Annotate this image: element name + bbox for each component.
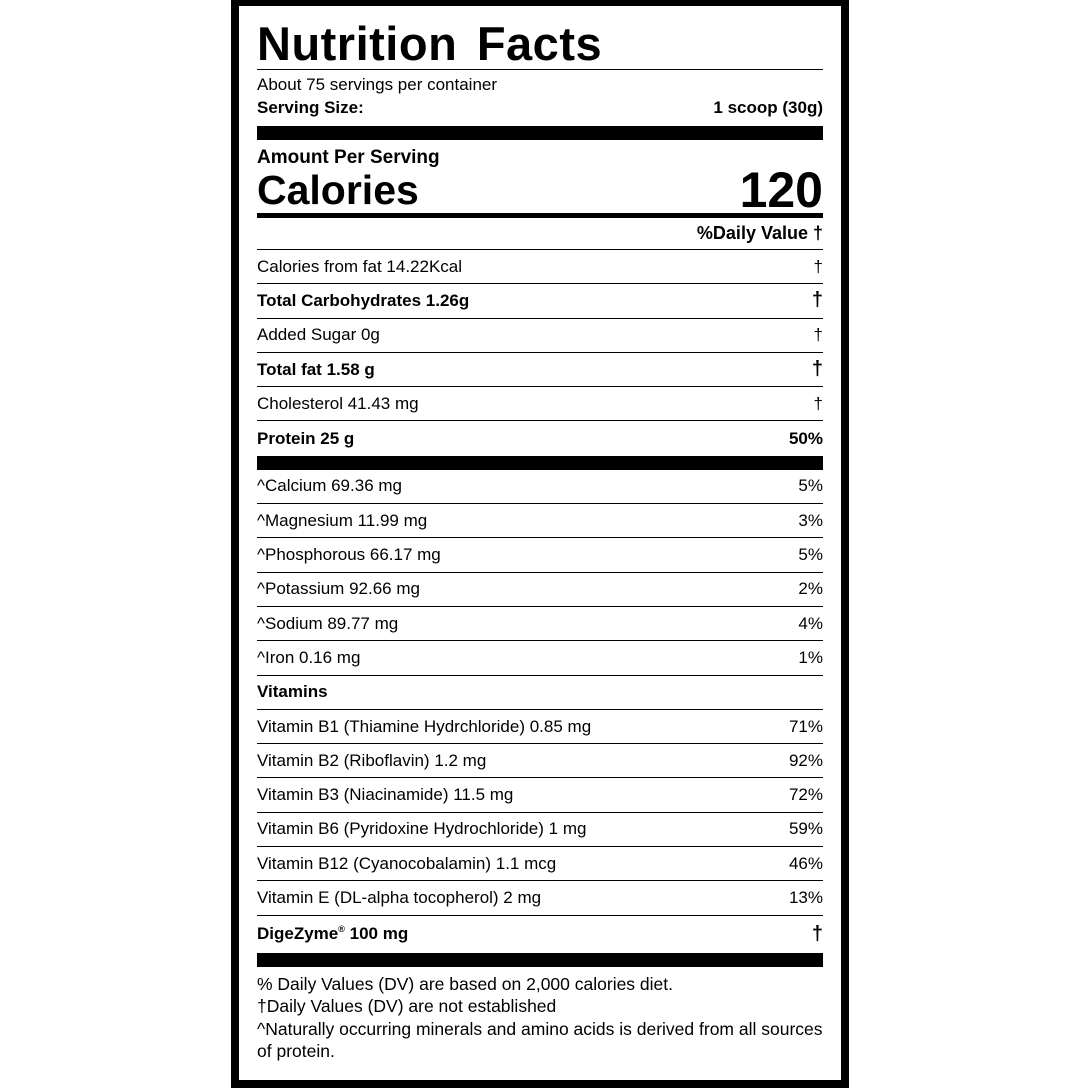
calories-label: Calories bbox=[257, 166, 419, 213]
calories-value: 120 bbox=[739, 162, 823, 218]
nutrient-row: Total Carbohydrates 1.26g † bbox=[257, 284, 823, 319]
nutrient-daily-value: 2% bbox=[798, 579, 823, 599]
thick-divider bbox=[257, 455, 823, 470]
nutrient-row: ^Calcium 69.36 mg 5% bbox=[257, 470, 823, 505]
vitamins-header-text: Vitamins bbox=[257, 682, 328, 702]
nutrient-name: Total Carbohydrates 1.26g bbox=[257, 290, 470, 310]
nutrient-daily-value: 4% bbox=[798, 613, 823, 633]
nutrient-daily-value: 1% bbox=[798, 647, 823, 667]
amount-per-serving: Amount Per Serving bbox=[257, 147, 440, 168]
nutrient-row: Added Sugar 0g † bbox=[257, 319, 823, 353]
vitamins-header: Vitamins bbox=[257, 676, 823, 710]
serving-size-label: Serving Size: bbox=[257, 98, 364, 117]
digezyme-name: DigeZyme® 100 mg bbox=[257, 924, 409, 944]
daily-value-header: %Daily Value † bbox=[257, 218, 823, 250]
nutrient-name: ^Magnesium 11.99 mg bbox=[257, 510, 428, 530]
nutrient-row: ^Magnesium 11.99 mg 3% bbox=[257, 504, 823, 539]
nutrient-daily-value: † bbox=[811, 289, 823, 312]
footnote: % Daily Values (DV) are based on 2,000 c… bbox=[257, 973, 674, 994]
nutrient-name: ^Iron 0.16 mg bbox=[257, 647, 361, 667]
nutrient-row: ^Sodium 89.77 mg 4% bbox=[257, 607, 823, 642]
thick-divider bbox=[257, 952, 823, 967]
nutrition-label: Nutrition Facts About 75 servings per co… bbox=[257, 0, 823, 1063]
medium-divider bbox=[257, 213, 823, 218]
nutrient-daily-value: † bbox=[811, 358, 823, 381]
nutrient-name: Vitamin B12 (Cyanocobalamin) 1.1 mcg bbox=[257, 853, 557, 873]
digezyme-dv: † bbox=[811, 922, 823, 945]
nutrient-daily-value: 13% bbox=[788, 887, 823, 907]
nutrient-name: Vitamin B2 (Riboflavin) 1.2 mg bbox=[257, 750, 487, 770]
daily-value-header-text: %Daily Value † bbox=[696, 223, 823, 243]
nutrient-daily-value: 92% bbox=[788, 750, 823, 770]
digezyme-row: DigeZyme® 100 mg † bbox=[257, 916, 823, 953]
nutrient-row: Cholesterol 41.43 mg † bbox=[257, 387, 823, 422]
nutrient-daily-value: 59% bbox=[788, 819, 823, 839]
nutrient-daily-value: 46% bbox=[788, 853, 823, 873]
thick-divider bbox=[257, 126, 823, 140]
nutrient-name: Vitamin E (DL-alpha tocopherol) 2 mg bbox=[257, 887, 542, 907]
nutrient-row: Vitamin B12 (Cyanocobalamin) 1.1 mcg 46% bbox=[257, 847, 823, 882]
nutrient-row: Vitamin B1 (Thiamine Hydrchloride) 0.85 … bbox=[257, 710, 823, 745]
nutrient-daily-value: 5% bbox=[798, 545, 823, 565]
nutrient-row: ^Iron 0.16 mg 1% bbox=[257, 641, 823, 676]
label-frame bbox=[231, 0, 849, 1088]
nutrient-name: Total fat 1.58 g bbox=[257, 359, 375, 379]
servings-per-container: About 75 servings per container bbox=[257, 75, 498, 94]
nutrient-name: ^Calcium 69.36 mg bbox=[257, 476, 402, 496]
footnote: ^Naturally occurring minerals and amino … bbox=[257, 1018, 823, 1062]
nutrient-row: Vitamin E (DL-alpha tocopherol) 2 mg 13% bbox=[257, 881, 823, 916]
nutrient-daily-value: 50% bbox=[788, 428, 823, 448]
nutrient-daily-value: 5% bbox=[798, 476, 823, 496]
nutrient-name: Vitamin B3 (Niacinamide) 11.5 mg bbox=[257, 785, 514, 805]
nutrient-row: Total fat 1.58 g † bbox=[257, 353, 823, 388]
nutrient-name: Vitamin B6 (Pyridoxine Hydrochloride) 1 … bbox=[257, 819, 587, 839]
footnote: †Daily Values (DV) are not established bbox=[257, 996, 557, 1017]
nutrient-daily-value: † bbox=[813, 256, 823, 276]
serving-size-value: 1 scoop (30g) bbox=[713, 98, 823, 117]
footnotes: % Daily Values (DV) are based on 2,000 c… bbox=[257, 967, 823, 1063]
label-title: Nutrition Facts bbox=[257, 0, 823, 70]
nutrient-name: ^Potassium 92.66 mg bbox=[257, 579, 420, 599]
nutrient-row: ^Potassium 92.66 mg 2% bbox=[257, 573, 823, 607]
nutrient-daily-value: 71% bbox=[788, 716, 823, 736]
nutrient-name: Vitamin B1 (Thiamine Hydrchloride) 0.85 … bbox=[257, 716, 592, 736]
calories-row: Calories 120 bbox=[257, 162, 823, 218]
nutrient-name: Added Sugar 0g bbox=[257, 325, 380, 345]
nutrient-name: Cholesterol 41.43 mg bbox=[257, 393, 419, 413]
nutrient-row: Vitamin B2 (Riboflavin) 1.2 mg 92% bbox=[257, 744, 823, 779]
nutrient-row: Vitamin B6 (Pyridoxine Hydrochloride) 1 … bbox=[257, 813, 823, 848]
nutrient-row: Protein 25 g 50% bbox=[257, 421, 823, 455]
nutrient-row: Calories from fat 14.22Kcal † bbox=[257, 250, 823, 285]
nutrient-daily-value: † bbox=[813, 325, 823, 345]
nutrient-row: Vitamin B3 (Niacinamide) 11.5 mg 72% bbox=[257, 778, 823, 813]
macros-list: Calories from fat 14.22Kcal † Total Carboh… bbox=[257, 250, 823, 456]
nutrient-name: ^Sodium 89.77 mg bbox=[257, 613, 399, 633]
nutrient-row: ^Phosphorous 66.17 mg 5% bbox=[257, 538, 823, 573]
nutrient-daily-value: 3% bbox=[798, 510, 823, 530]
minerals-list: ^Calcium 69.36 mg 5% ^Magnesium 11.99 mg 3%… bbox=[257, 470, 823, 676]
nutrient-daily-value: † bbox=[813, 393, 823, 413]
nutrient-daily-value: 72% bbox=[788, 785, 823, 805]
vitamins-list: Vitamin B1 (Thiamine Hydrchloride) 0.85 … bbox=[257, 710, 823, 916]
nutrient-name: Calories from fat 14.22Kcal bbox=[257, 256, 463, 276]
nutrient-name: ^Phosphorous 66.17 mg bbox=[257, 545, 441, 565]
serving-size-row: Serving Size: 1 scoop (30g) bbox=[257, 96, 823, 120]
nutrient-name: Protein 25 g bbox=[257, 428, 355, 448]
